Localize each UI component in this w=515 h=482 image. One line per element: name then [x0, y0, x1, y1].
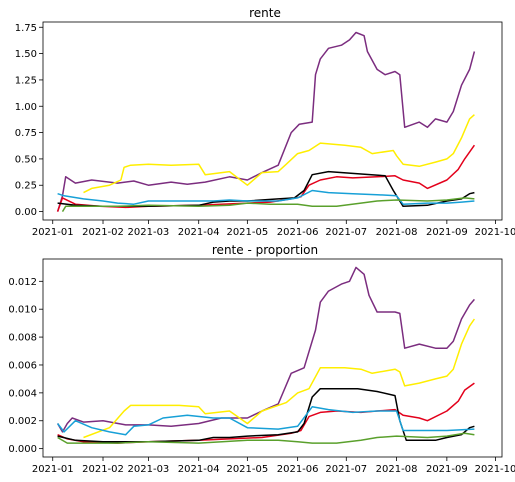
x-tick-label: 2021-08	[376, 227, 418, 238]
x-axis-ticks: 2021-01 2021-02 2021-03 2021-04 2021-05 2021-…	[32, 457, 515, 475]
series-line-1	[58, 267, 475, 432]
y-tick-label: 0.012	[8, 277, 37, 288]
x-tick-label: 2021-02	[82, 464, 124, 475]
series-line-2	[84, 115, 475, 193]
series-line-2	[84, 319, 475, 438]
y-tick-label: 0.008	[8, 333, 37, 344]
chart-title: rente	[249, 6, 281, 20]
x-tick-label: 2021-03	[128, 464, 170, 475]
x-axis-ticks: 2021-01 2021-02 2021-03 2021-04 2021-05 2021-…	[32, 220, 515, 238]
y-tick-label: 1.75	[15, 23, 37, 34]
y-axis-ticks: 0.000 0.002 0.004 0.006 0.008 0.010 0.012	[8, 277, 43, 455]
x-tick-label: 2021-04	[178, 464, 220, 475]
y-tick-label: 0.50	[15, 154, 37, 165]
x-tick-label: 2021-08	[376, 464, 418, 475]
y-tick-label: 0.002	[8, 416, 37, 427]
series-line-1	[58, 33, 475, 212]
y-tick-label: 0.00	[15, 207, 37, 218]
y-tick-label: 0.25	[15, 181, 37, 192]
x-tick-label: 2021-07	[325, 464, 367, 475]
x-tick-label: 2021-06	[277, 464, 319, 475]
x-tick-label: 2021-05	[226, 227, 268, 238]
y-tick-label: 0.000	[8, 444, 37, 455]
x-tick-label: 2021-10	[475, 464, 515, 475]
x-tick-label: 2021-09	[426, 227, 468, 238]
x-tick-label: 2021-01	[32, 227, 74, 238]
x-tick-label: 2021-04	[178, 227, 220, 238]
y-axis-ticks: 0.00 0.25 0.50 0.75 1.00 1.25 1.50 1.75	[15, 23, 43, 218]
y-tick-label: 0.004	[8, 388, 37, 399]
x-tick-label: 2021-02	[82, 227, 124, 238]
subplot-rente-proportion: rente - proportion 2021-01 2021-02 2021-03…	[8, 243, 515, 475]
x-tick-label: 2021-09	[426, 464, 468, 475]
series-lines	[58, 267, 475, 443]
x-tick-label: 2021-01	[32, 464, 74, 475]
series-line-5	[58, 407, 475, 435]
y-tick-label: 1.50	[15, 49, 37, 60]
x-tick-label: 2021-05	[226, 464, 268, 475]
x-tick-label: 2021-10	[475, 227, 515, 238]
chart-title: rente - proportion	[212, 243, 318, 257]
y-tick-label: 0.010	[8, 305, 37, 316]
y-tick-label: 0.75	[15, 128, 37, 139]
x-tick-label: 2021-06	[277, 227, 319, 238]
y-tick-label: 0.006	[8, 360, 37, 371]
series-lines	[58, 33, 475, 212]
x-tick-label: 2021-03	[128, 227, 170, 238]
x-tick-label: 2021-07	[325, 227, 367, 238]
plot-frame	[43, 259, 502, 457]
y-tick-label: 1.25	[15, 75, 37, 86]
y-tick-label: 1.00	[15, 102, 37, 113]
subplot-rente: rente 2021-01 2021-02 2021-03 2021-04 2021-0…	[15, 6, 515, 238]
